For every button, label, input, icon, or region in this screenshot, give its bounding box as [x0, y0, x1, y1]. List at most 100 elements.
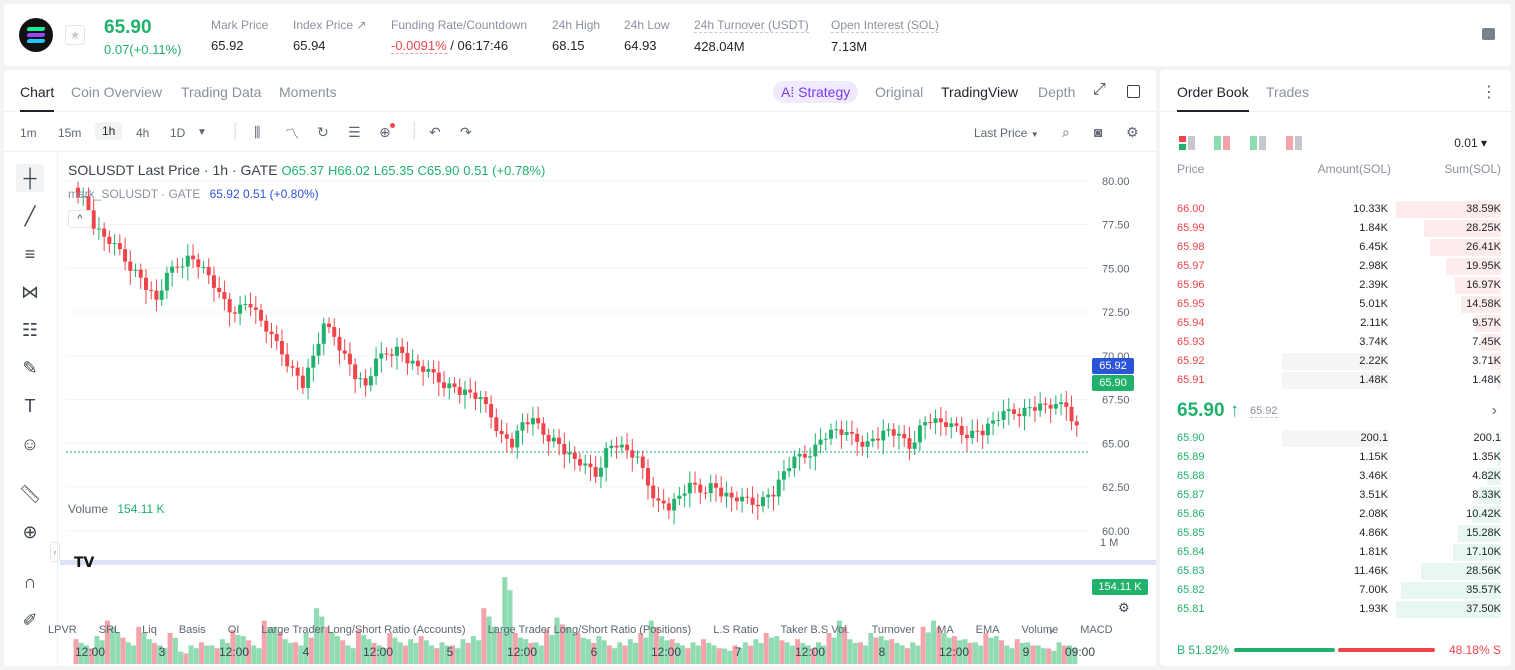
view-tradingview[interactable]: TradingView	[941, 84, 1019, 100]
strategy-button[interactable]: A⁞ Strategy	[773, 81, 859, 103]
settings-list-icon[interactable]: ☰	[348, 124, 361, 140]
magnet-icon[interactable]: ∩	[23, 572, 37, 592]
redo-icon[interactable]: ↷	[460, 124, 472, 140]
layout-both-icon[interactable]	[1179, 136, 1195, 150]
bid-row[interactable]: 65.90 200.1 200.1	[1160, 429, 1511, 448]
timeframe-1d[interactable]: 1D	[170, 126, 186, 140]
timeframe-4h[interactable]: 4h	[136, 126, 150, 140]
tab-chart[interactable]: Chart	[20, 84, 55, 112]
candle-body	[1012, 409, 1017, 414]
view-original[interactable]: Original	[875, 84, 924, 100]
ask-row[interactable]: 65.95 5.01K 14.58K	[1160, 295, 1511, 314]
indicator-ema[interactable]: EMA	[975, 624, 1000, 636]
indicator-lpvr[interactable]: LPVR	[48, 624, 77, 636]
ask-row[interactable]: 66.00 10.33K 38.59K	[1160, 200, 1511, 219]
indicator-turnover[interactable]: Turnover	[871, 624, 916, 636]
ask-row[interactable]: 65.97 2.98K 19.95K	[1160, 257, 1511, 276]
search-icon[interactable]: ⌕	[1062, 124, 1070, 140]
text-tool-icon[interactable]: T	[24, 396, 36, 416]
bid-row[interactable]: 65.89 1.15K 1.35K	[1160, 448, 1511, 467]
timeframe-15m[interactable]: 15m	[58, 126, 82, 140]
price-chart[interactable]: 80.0077.5075.0072.5070.0067.5065.0062.50…	[60, 152, 1156, 666]
indicator-taker-b-s-vol-[interactable]: Taker B.S Vol.	[780, 624, 850, 636]
tab-trading-data[interactable]: Trading Data	[181, 84, 262, 100]
horizontal-lines-icon[interactable]: ≡	[24, 244, 36, 264]
add-indicator-icon[interactable]: ⊕	[379, 123, 395, 141]
emoji-icon[interactable]: ☺	[20, 434, 40, 454]
candlesticks	[76, 181, 1079, 525]
precision-select[interactable]: 0.01 ▾	[1454, 136, 1487, 150]
candle-body	[625, 444, 630, 451]
tab-moments[interactable]: Moments	[279, 84, 337, 100]
ask-row[interactable]: 65.91 1.48K 1.48K	[1160, 371, 1511, 390]
indicator-liq[interactable]: Liq	[142, 624, 157, 636]
ask-row[interactable]: 65.92 2.22K 3.71K	[1160, 352, 1511, 371]
fib-icon[interactable]: ☷	[21, 320, 39, 340]
indicator-large-trader-long-short-ratio-accounts-[interactable]: Large Trader Long/Short Ratio (Accounts)	[261, 624, 466, 636]
ask-row[interactable]: 65.98 6.45K 26.41K	[1160, 238, 1511, 257]
bid-row[interactable]: 65.84 1.81K 17.10K	[1160, 543, 1511, 562]
timeframe-1h[interactable]: 1h	[95, 122, 123, 140]
candle-body	[489, 404, 494, 418]
trendline-icon[interactable]: ╱	[24, 206, 36, 226]
pencil-lock-icon[interactable]: ✐	[22, 610, 38, 630]
indicator-ma[interactable]: MA	[937, 624, 954, 636]
indicator-basis[interactable]: Basis	[178, 624, 206, 636]
bid-row[interactable]: 65.82 7.00K 35.57K	[1160, 581, 1511, 600]
bid-row[interactable]: 65.88 3.46K 4.82K	[1160, 467, 1511, 486]
undo-icon[interactable]: ↶	[429, 124, 441, 140]
ask-row[interactable]: 65.94 2.11K 9.57K	[1160, 314, 1511, 333]
tab-coin-overview[interactable]: Coin Overview	[71, 84, 163, 100]
ask-row[interactable]: 65.93 3.74K 7.45K	[1160, 333, 1511, 352]
stat-index-price[interactable]: Index Price ↗ 65.94	[293, 18, 366, 53]
indicator-macd[interactable]: MACD	[1080, 624, 1113, 636]
volume-bar	[1067, 645, 1073, 664]
gear-icon[interactable]: ⚙	[1126, 124, 1139, 140]
candle-body	[808, 456, 813, 458]
ask-row[interactable]: 65.96 2.39K 16.97K	[1160, 276, 1511, 295]
indicator-volume[interactable]: Volume	[1021, 624, 1059, 636]
expand-icon[interactable]: ⤢	[1093, 81, 1106, 98]
chevron-right-icon[interactable]: ›	[1491, 402, 1497, 419]
brush-icon[interactable]: ✎	[22, 358, 38, 378]
indicator-large-trader-long-short-ratio-positions-[interactable]: Large Trader Long/Short Ratio (Positions…	[487, 624, 692, 636]
volume-bar	[1030, 645, 1036, 664]
camera-icon[interactable]: ◙	[1094, 124, 1103, 140]
tab-order-book[interactable]: Order Book	[1177, 84, 1249, 112]
stat-value: 65.92	[211, 38, 244, 53]
fullscreen-icon[interactable]	[1127, 85, 1140, 98]
book-icon[interactable]	[1482, 28, 1495, 40]
favorite-star-icon[interactable]: ★	[65, 25, 85, 45]
pattern-icon[interactable]: ⋈	[21, 282, 39, 302]
bid-row[interactable]: 65.83 11.46K 28.56K	[1160, 562, 1511, 581]
axis-settings-gear-icon[interactable]: ⚙	[1118, 600, 1130, 615]
crosshair-icon[interactable]: ┼	[16, 164, 44, 192]
orderbook-mark-price: 65.92	[1250, 405, 1278, 418]
candle-type-icon[interactable]: ⫼	[254, 124, 261, 140]
indicator-l-s-ratio[interactable]: L.S Ratio	[713, 624, 759, 636]
volume-bar	[680, 645, 686, 664]
price-source-select[interactable]: Last Price ▼	[974, 126, 1039, 140]
ask-row[interactable]: 65.99 1.84K 28.25K	[1160, 219, 1511, 238]
collapse-legend-button[interactable]: ^	[68, 210, 92, 228]
tab-trades[interactable]: Trades	[1266, 84, 1310, 100]
layout-asks-icon[interactable]	[1286, 136, 1302, 150]
timeframe-1m[interactable]: 1m	[20, 126, 37, 140]
timeframe-dropdown-icon[interactable]: ▼	[197, 127, 207, 138]
indicators-icon[interactable]: 〽	[285, 126, 299, 142]
indicator-srl[interactable]: SRL	[98, 624, 121, 636]
bid-row[interactable]: 65.85 4.86K 15.28K	[1160, 524, 1511, 543]
chevron-right-icon[interactable]: ›	[1049, 623, 1054, 638]
refresh-icon[interactable]: ↻	[317, 124, 329, 140]
view-depth[interactable]: Depth	[1038, 84, 1076, 100]
chevron-left-icon[interactable]: ‹	[50, 542, 60, 562]
zoom-in-icon[interactable]: ⊕	[22, 522, 38, 542]
layout-bids-icon[interactable]	[1250, 136, 1266, 150]
bid-row[interactable]: 65.87 3.51K 8.33K	[1160, 486, 1511, 505]
indicator-oi[interactable]: OI	[227, 624, 240, 636]
bid-row[interactable]: 65.81 1.93K 37.50K	[1160, 600, 1511, 619]
ruler-icon[interactable]: 📏︎	[18, 484, 42, 504]
more-menu-icon[interactable]: ⋮	[1481, 84, 1497, 101]
layout-bids-asks-icon[interactable]	[1214, 136, 1230, 150]
bid-row[interactable]: 65.86 2.08K 10.42K	[1160, 505, 1511, 524]
